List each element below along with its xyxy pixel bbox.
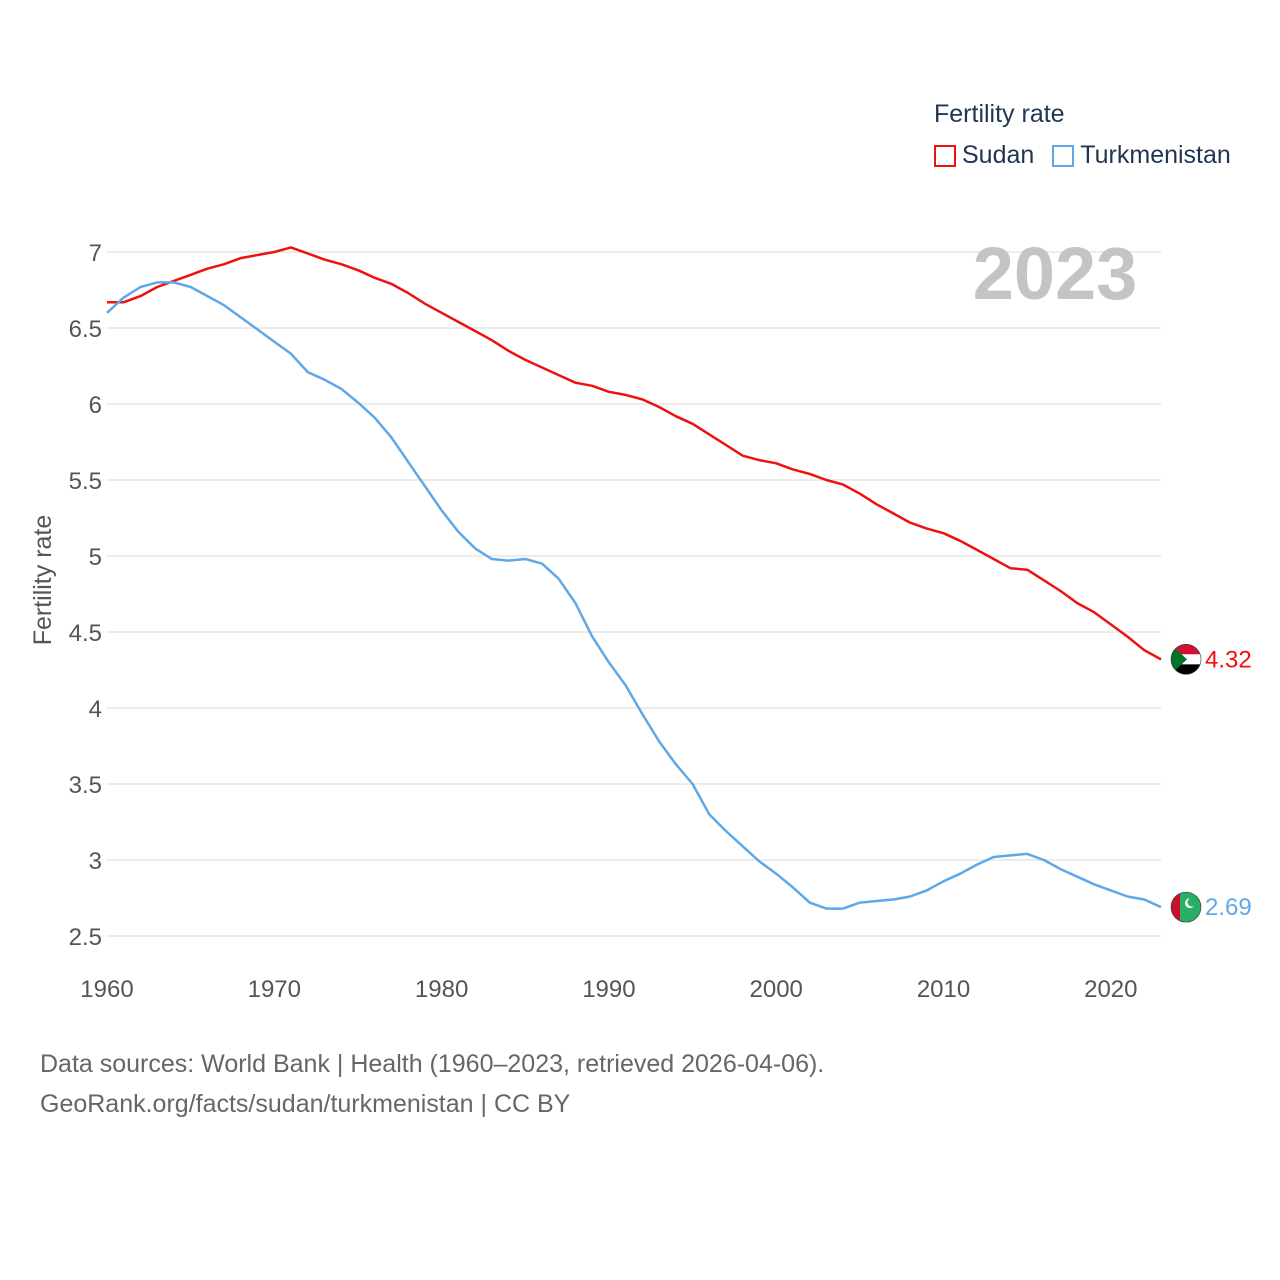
flag-icon-sudan [1170, 644, 1202, 675]
x-tick-label: 1970 [248, 976, 301, 1003]
legend-item-sudan[interactable]: Sudan [934, 141, 1034, 170]
y-axis-ticks: 2.5 3 3.5 4 4.5 5 5.5 6 6.5 7 [69, 240, 102, 951]
x-tick-label: 2020 [1084, 976, 1137, 1003]
end-value-label-turkmenistan: 2.69 [1205, 894, 1252, 921]
legend-label-turkmenistan: Turkmenistan [1080, 141, 1231, 169]
x-tick-label: 1980 [415, 976, 468, 1003]
series-lines [106, 246, 1162, 910]
y-tick-label: 4.5 [69, 620, 102, 647]
series-line-turkmenistan [106, 281, 1162, 910]
year-watermark: 2023 [973, 232, 1138, 315]
x-tick-label: 2000 [750, 976, 803, 1003]
x-tick-label: 1990 [582, 976, 635, 1003]
footer: Data sources: World Bank | Health (1960–… [40, 1044, 824, 1124]
end-value-label-sudan: 4.32 [1205, 646, 1252, 673]
y-tick-label: 3 [89, 848, 102, 875]
y-tick-label: 5.5 [69, 468, 102, 495]
y-tick-label: 4 [89, 696, 102, 723]
legend-item-turkmenistan[interactable]: Turkmenistan [1052, 141, 1231, 170]
footer-link[interactable]: GeoRank.org/facts/sudan/turkmenistan | C… [40, 1090, 571, 1118]
y-tick-label: 2.5 [69, 924, 102, 951]
grid-lines [107, 251, 1161, 937]
y-tick-label: 7 [89, 240, 102, 267]
y-tick-label: 6.5 [69, 316, 102, 343]
x-tick-label: 2010 [917, 976, 970, 1003]
legend-label-sudan: Sudan [962, 141, 1035, 169]
footer-sources: Data sources: World Bank | Health (1960–… [40, 1050, 825, 1078]
legend-swatch-sudan [934, 144, 956, 167]
y-axis-label: Fertility rate [29, 515, 57, 646]
series-line-sudan [107, 246, 1162, 661]
y-tick-label: 5 [89, 544, 102, 571]
flag-icon-turkmenistan [1170, 891, 1202, 923]
end-markers: 4.32 2.69 [1170, 644, 1252, 923]
legend: Sudan Turkmenistan [934, 141, 1249, 170]
x-tick-label: 1960 [80, 976, 133, 1003]
y-tick-label: 6 [89, 392, 102, 419]
x-axis-ticks: 1960 1970 1980 1990 2000 2010 2020 [80, 976, 1137, 1003]
legend-title: Fertility rate [934, 100, 1065, 128]
legend-swatch-turkmenistan [1052, 144, 1075, 167]
y-tick-label: 3.5 [69, 772, 102, 799]
